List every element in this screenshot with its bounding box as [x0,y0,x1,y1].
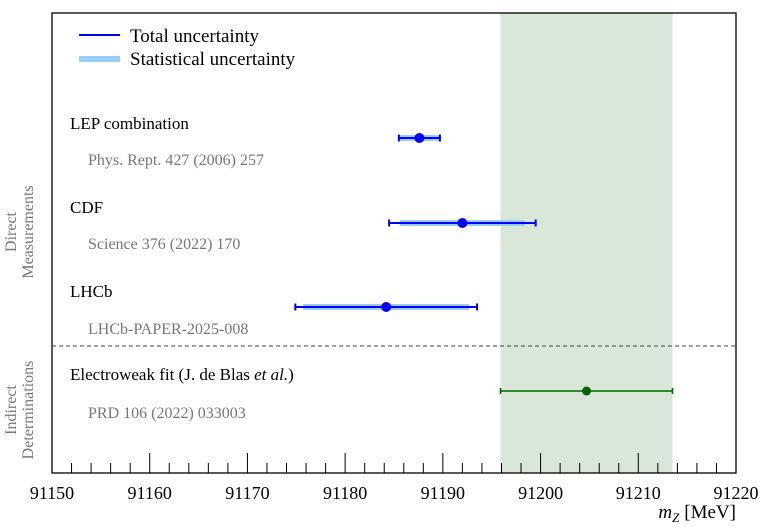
ref-lep: Phys. Rept. 427 (2006) 257 [88,152,264,169]
x-axis-label-unit: [MeV] [684,502,736,523]
fit-point [581,386,591,396]
x-tick-label: 91180 [323,483,367,503]
label-lhcb: LHCb [70,282,113,301]
x-tick-label: 91160 [128,483,172,503]
data-point [457,218,468,228]
label-ewfit-etal: et al. [254,365,288,384]
x-tick-label: 91210 [616,483,661,503]
fit-band [500,13,673,473]
data-point [414,133,425,143]
group-indirect-line1: Indirect [3,385,20,435]
x-tick-label: 91150 [30,483,74,503]
label-ewfit-end: ) [288,365,294,384]
ref-cdf: Science 376 (2022) 170 [88,236,240,253]
x-axis-label: mZ [MeV] [658,502,736,525]
x-tick-label: 91200 [518,483,563,503]
label-lep: LEP combination [70,114,189,133]
legend-total-label: Total uncertainty [130,26,259,47]
ref-lhcb: LHCb-PAPER-2025-008 [88,321,248,338]
x-tick-label: 91170 [225,483,269,503]
label-cdf: CDF [70,198,103,217]
group-direct-line2: Measurements [20,185,37,278]
ref-ewfit: PRD 106 (2022) 033003 [88,405,246,422]
plot-frame [51,12,737,474]
label-ewfit: Electroweak fit (J. de Blas et al.) [70,365,294,384]
x-axis-label-symbol: m [658,502,672,523]
group-indirect-line2: Determinations [20,361,37,460]
group-direct-line1: Direct [3,211,20,252]
x-tick-label: 91190 [421,483,465,503]
x-axis-label-subscript: Z [672,510,680,525]
legend-stat-label: Statistical uncertainty [130,49,296,70]
label-ewfit-main: Electroweak fit (J. de Blas [70,365,254,384]
data-point [381,302,392,312]
x-tick-label: 91220 [714,483,759,503]
